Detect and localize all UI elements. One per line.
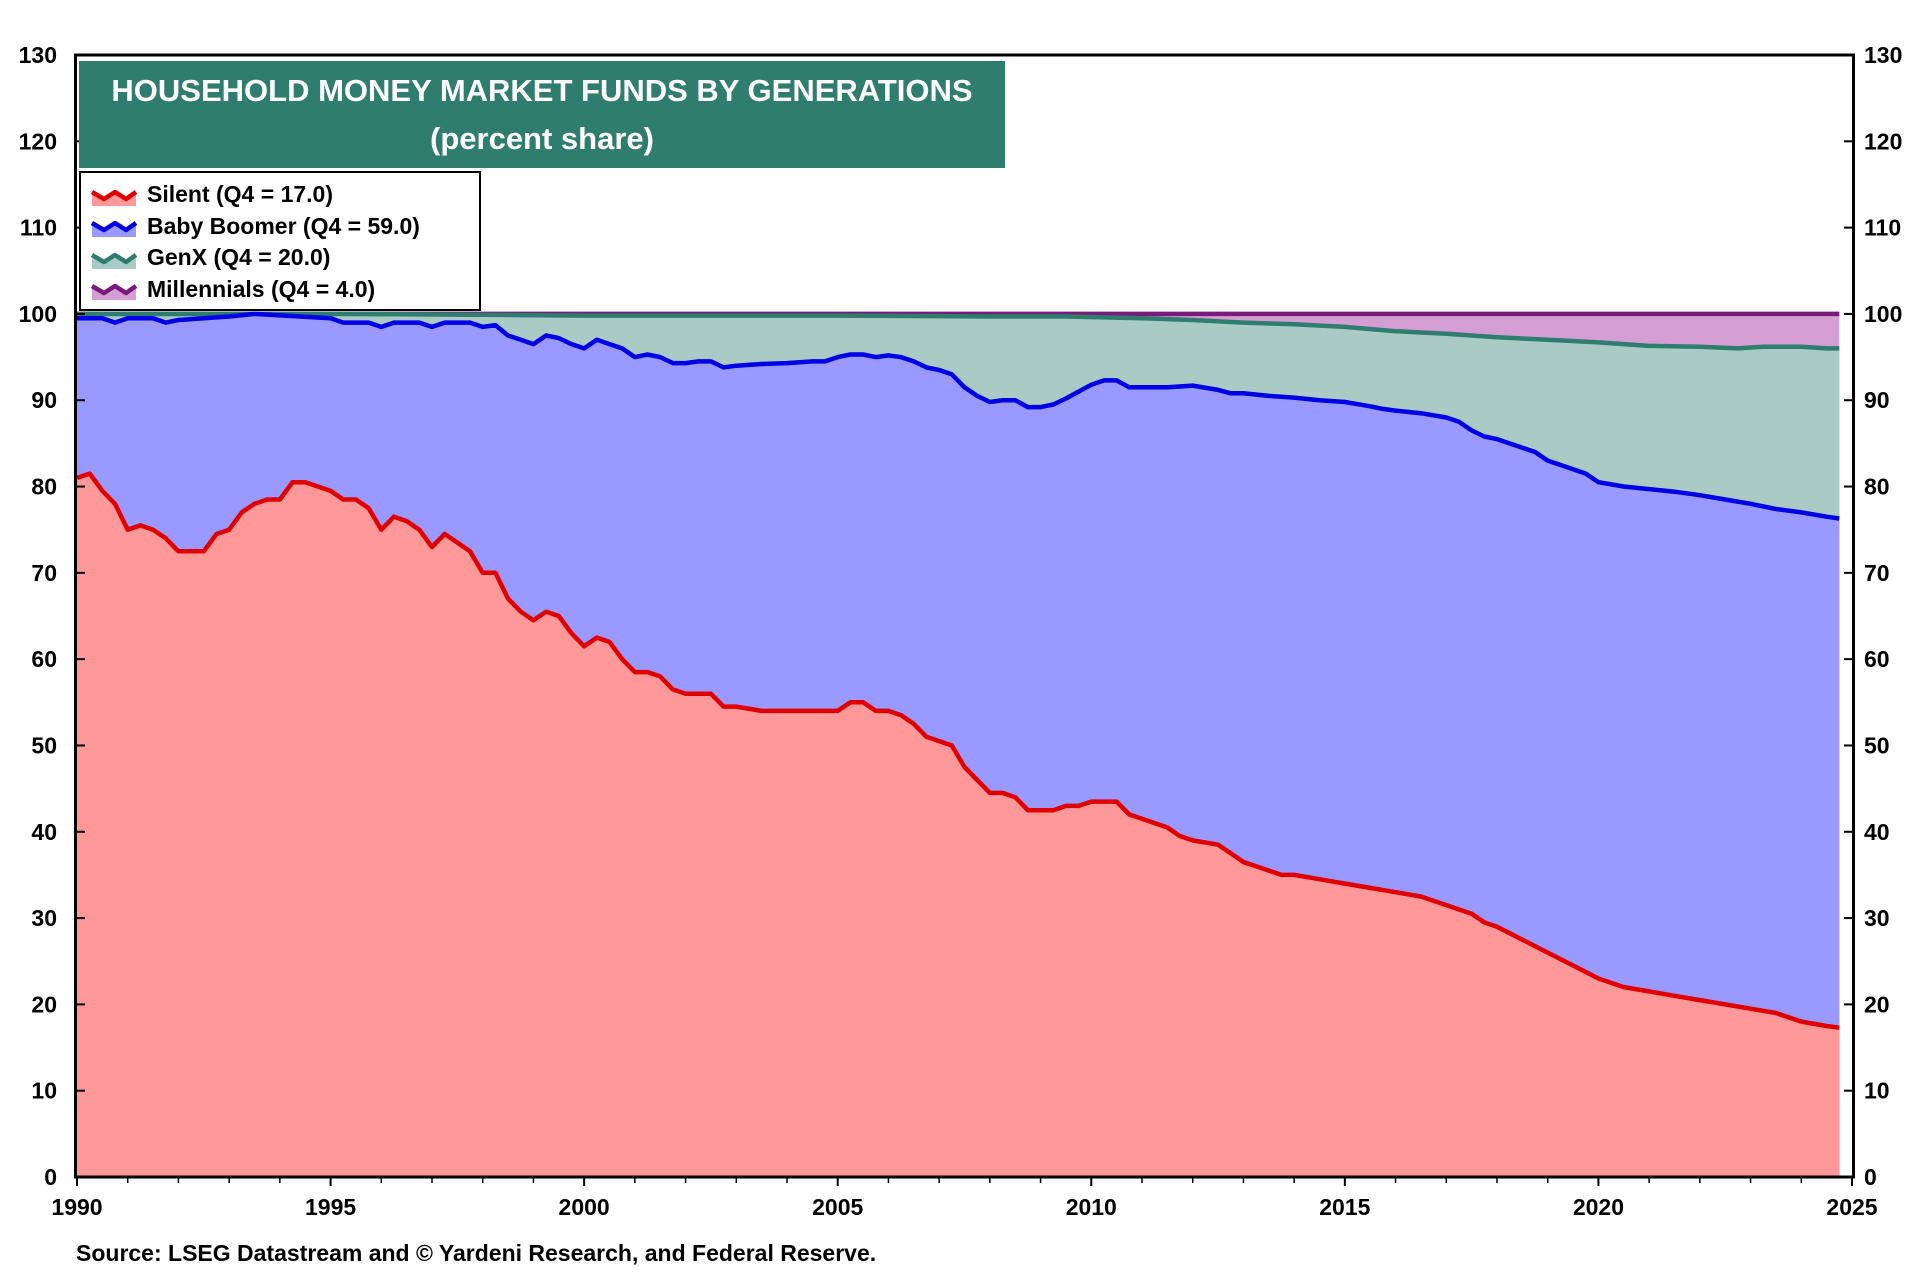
y-tick-label-left: 50 [31, 732, 57, 758]
y-tick-label-left: 80 [31, 474, 57, 500]
y-tick-label-right: 40 [1864, 819, 1890, 845]
x-tick-label: 2015 [1319, 1194, 1370, 1220]
legend-label-baby-boomer: Baby Boomer (Q4 = 59.0) [147, 212, 420, 239]
x-tick-label: 2000 [559, 1194, 610, 1220]
x-tick-label: 1990 [51, 1194, 102, 1220]
y-tick-label-left: 90 [31, 387, 57, 413]
y-tick-label-right: 70 [1864, 560, 1890, 586]
legend-swatch-fill [92, 191, 136, 206]
legend-swatch-fill [92, 223, 136, 238]
legend-item-millennials: Millennials (Q4 = 4.0) [89, 274, 479, 306]
x-tick-label: 2020 [1573, 1194, 1624, 1220]
legend: Silent (Q4 = 17.0) Baby Boomer (Q4 = 59.… [79, 171, 481, 311]
line-baby-boomer [77, 311, 1840, 521]
line-silent [76, 471, 1840, 1030]
x-tick-label: 2025 [1826, 1194, 1877, 1220]
chart-title: HOUSEHOLD MONEY MARKET FUNDS BY GENERATI… [111, 73, 973, 108]
y-tick-label-left: 30 [31, 905, 57, 931]
legend-swatch-millennials [90, 284, 138, 301]
legend-label-genx: GenX (Q4 = 20.0) [147, 244, 331, 271]
legend-label-silent: Silent (Q4 = 17.0) [147, 181, 333, 208]
y-tick-label-left: 110 [20, 215, 57, 241]
legend-swatch-baby-boomer [90, 221, 138, 238]
y-tick-label-right: 30 [1864, 905, 1890, 931]
legend-swatch-line [90, 189, 138, 201]
y-tick-label-right: 0 [1864, 1164, 1877, 1190]
legend-swatch-line [90, 221, 138, 233]
y-tick-label-left: 70 [31, 560, 57, 586]
y-tick-label-right: 110 [1864, 215, 1901, 241]
source-note: Source: LSEG Datastream and © Yardeni Re… [76, 1240, 877, 1266]
series-area-layer [76, 311, 1840, 1178]
y-tick-label-right: 60 [1864, 646, 1890, 672]
legend-label-millennials: Millennials (Q4 = 4.0) [147, 275, 376, 302]
y-tick-label-right: 10 [1864, 1078, 1890, 1104]
y-tick-label-left: 40 [31, 819, 57, 845]
y-tick-label-left: 120 [19, 128, 57, 154]
y-tick-label-left: 130 [19, 42, 57, 68]
x-tick-label: 2005 [812, 1194, 863, 1220]
legend-swatch-fill [92, 286, 136, 301]
y-tick-label-right: 20 [1864, 991, 1890, 1017]
legend-swatch-genx [90, 252, 138, 269]
y-tick-label-right: 100 [1864, 301, 1902, 327]
legend-swatch-silent [90, 189, 138, 206]
chart-title-banner: HOUSEHOLD MONEY MARKET FUNDS BY GENERATI… [79, 61, 1005, 168]
legend-item-baby-boomer: Baby Boomer (Q4 = 59.0) [89, 211, 479, 243]
line-genx [77, 311, 1840, 351]
legend-item-genx: GenX (Q4 = 20.0) [89, 242, 479, 274]
y-tick-label-right: 80 [1864, 474, 1890, 500]
legend-swatch-line [90, 284, 138, 296]
y-tick-label-left: 0 [44, 1164, 57, 1190]
y-tick-label-left: 20 [31, 991, 57, 1017]
y-tick-label-left: 10 [31, 1078, 57, 1104]
x-tick-label: 2010 [1066, 1194, 1117, 1220]
chart-subtitle: (percent share) [430, 121, 654, 156]
x-tick-label: 1995 [305, 1194, 356, 1220]
plot-frame [74, 53, 1855, 1179]
y-tick-label-left: 60 [31, 646, 57, 672]
legend-swatch-line [90, 252, 138, 264]
area-silent [77, 473, 1840, 1178]
y-tick-label-left: 100 [19, 301, 57, 327]
legend-swatch-fill [92, 254, 136, 269]
legend-item-silent: Silent (Q4 = 17.0) [89, 179, 479, 211]
y-tick-label-right: 120 [1864, 128, 1902, 154]
y-tick-label-right: 50 [1864, 732, 1890, 758]
y-tick-label-right: 90 [1864, 387, 1890, 413]
y-tick-label-right: 130 [1864, 42, 1902, 68]
